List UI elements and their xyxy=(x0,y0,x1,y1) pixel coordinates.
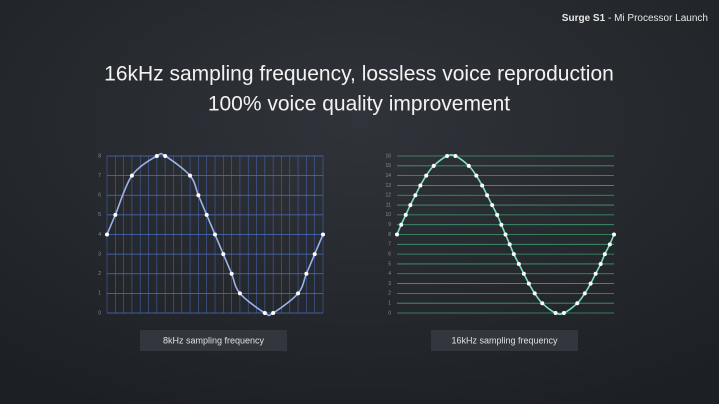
sample-point xyxy=(503,232,508,237)
y-tick-label: 6 xyxy=(388,251,391,257)
y-tick-label: 8 xyxy=(388,232,391,238)
sample-point xyxy=(321,232,325,237)
sample-point xyxy=(602,252,607,257)
x-axis-label: 16kHz sampling frequency xyxy=(451,335,558,345)
sample-point xyxy=(490,203,495,208)
sample-point xyxy=(582,291,587,296)
y-tick-label: 4 xyxy=(98,232,101,238)
sample-point xyxy=(204,212,209,217)
y-tick-label: 9 xyxy=(388,222,391,228)
sample-point xyxy=(526,281,531,286)
sample-point xyxy=(521,271,526,276)
title-line: 100% voice quality improvement xyxy=(208,93,510,116)
sample-point xyxy=(474,173,479,178)
y-tick-label: 14 xyxy=(385,173,391,179)
y-tick-label: 1 xyxy=(388,301,391,307)
y-tick-label: 11 xyxy=(386,202,391,208)
sample-point xyxy=(431,163,436,168)
sample-point xyxy=(466,163,471,168)
sample-point xyxy=(424,173,429,178)
sample-point xyxy=(532,291,537,296)
y-tick-label: 2 xyxy=(98,271,101,277)
y-tick-label: 13 xyxy=(385,183,391,189)
sample-point xyxy=(445,154,450,158)
sample-point xyxy=(113,212,118,217)
sample-point xyxy=(296,291,301,296)
sample-point xyxy=(129,173,134,178)
y-tick-label: 2 xyxy=(388,291,391,297)
sample-point xyxy=(213,232,217,237)
sample-point xyxy=(408,203,413,208)
title-line: 16kHz sampling frequency, lossless voice… xyxy=(104,63,614,86)
header: Surge S1 - Mi Processor Launch xyxy=(562,13,708,24)
sample-point xyxy=(399,222,404,227)
sample-point xyxy=(418,183,423,188)
y-tick-label: 0 xyxy=(388,310,391,316)
y-tick-label: 8 xyxy=(98,153,101,159)
y-tick-label: 3 xyxy=(388,281,391,287)
y-tick-label: 5 xyxy=(388,261,391,267)
y-tick-label: 1 xyxy=(98,291,101,297)
sample-point xyxy=(221,252,226,257)
sample-point xyxy=(480,183,485,188)
event: Mi Processor Launch xyxy=(614,13,708,24)
sample-point xyxy=(507,242,512,247)
sample-point xyxy=(105,232,109,237)
y-tick-label: 15 xyxy=(385,163,391,169)
sample-point xyxy=(485,193,490,198)
sample-point xyxy=(188,173,193,178)
sample-point xyxy=(575,301,580,306)
y-tick-label: 12 xyxy=(385,193,391,199)
sample-point xyxy=(163,154,168,158)
sample-point xyxy=(403,212,408,217)
sample-point xyxy=(561,311,566,315)
sample-point xyxy=(598,261,603,266)
sample-point xyxy=(593,271,598,276)
y-tick-label: 10 xyxy=(385,212,391,218)
sample-point xyxy=(612,232,616,237)
brand: Surge S1 xyxy=(562,13,606,24)
sample-point xyxy=(262,311,267,315)
sample-point xyxy=(553,311,558,315)
caption-box xyxy=(140,330,287,351)
y-tick-label: 5 xyxy=(98,212,101,218)
sample-point xyxy=(511,252,516,257)
sample-point xyxy=(413,193,418,198)
x-axis-label: 8kHz sampling frequency xyxy=(163,335,265,345)
sample-point xyxy=(453,154,458,158)
y-tick-label: 7 xyxy=(98,173,101,179)
sample-point xyxy=(607,242,612,247)
sample-point xyxy=(304,271,309,276)
sample-point xyxy=(196,193,201,198)
y-tick-label: 4 xyxy=(388,271,391,277)
separator: - xyxy=(608,13,611,24)
sample-point xyxy=(271,311,276,315)
sample-point xyxy=(540,301,545,306)
sample-point xyxy=(516,261,521,266)
sample-point xyxy=(588,281,593,286)
caption-box xyxy=(431,330,578,351)
sample-point xyxy=(495,212,500,217)
sample-point xyxy=(154,154,159,158)
sample-point xyxy=(499,222,504,227)
y-tick-label: 16 xyxy=(385,153,391,159)
y-tick-label: 7 xyxy=(388,242,391,248)
sample-point xyxy=(312,252,317,257)
y-tick-label: 3 xyxy=(98,251,101,257)
y-tick-label: 0 xyxy=(98,310,101,316)
y-tick-label: 6 xyxy=(98,193,101,199)
sample-point xyxy=(395,232,399,237)
sample-point xyxy=(229,271,234,276)
sample-point xyxy=(237,291,242,296)
